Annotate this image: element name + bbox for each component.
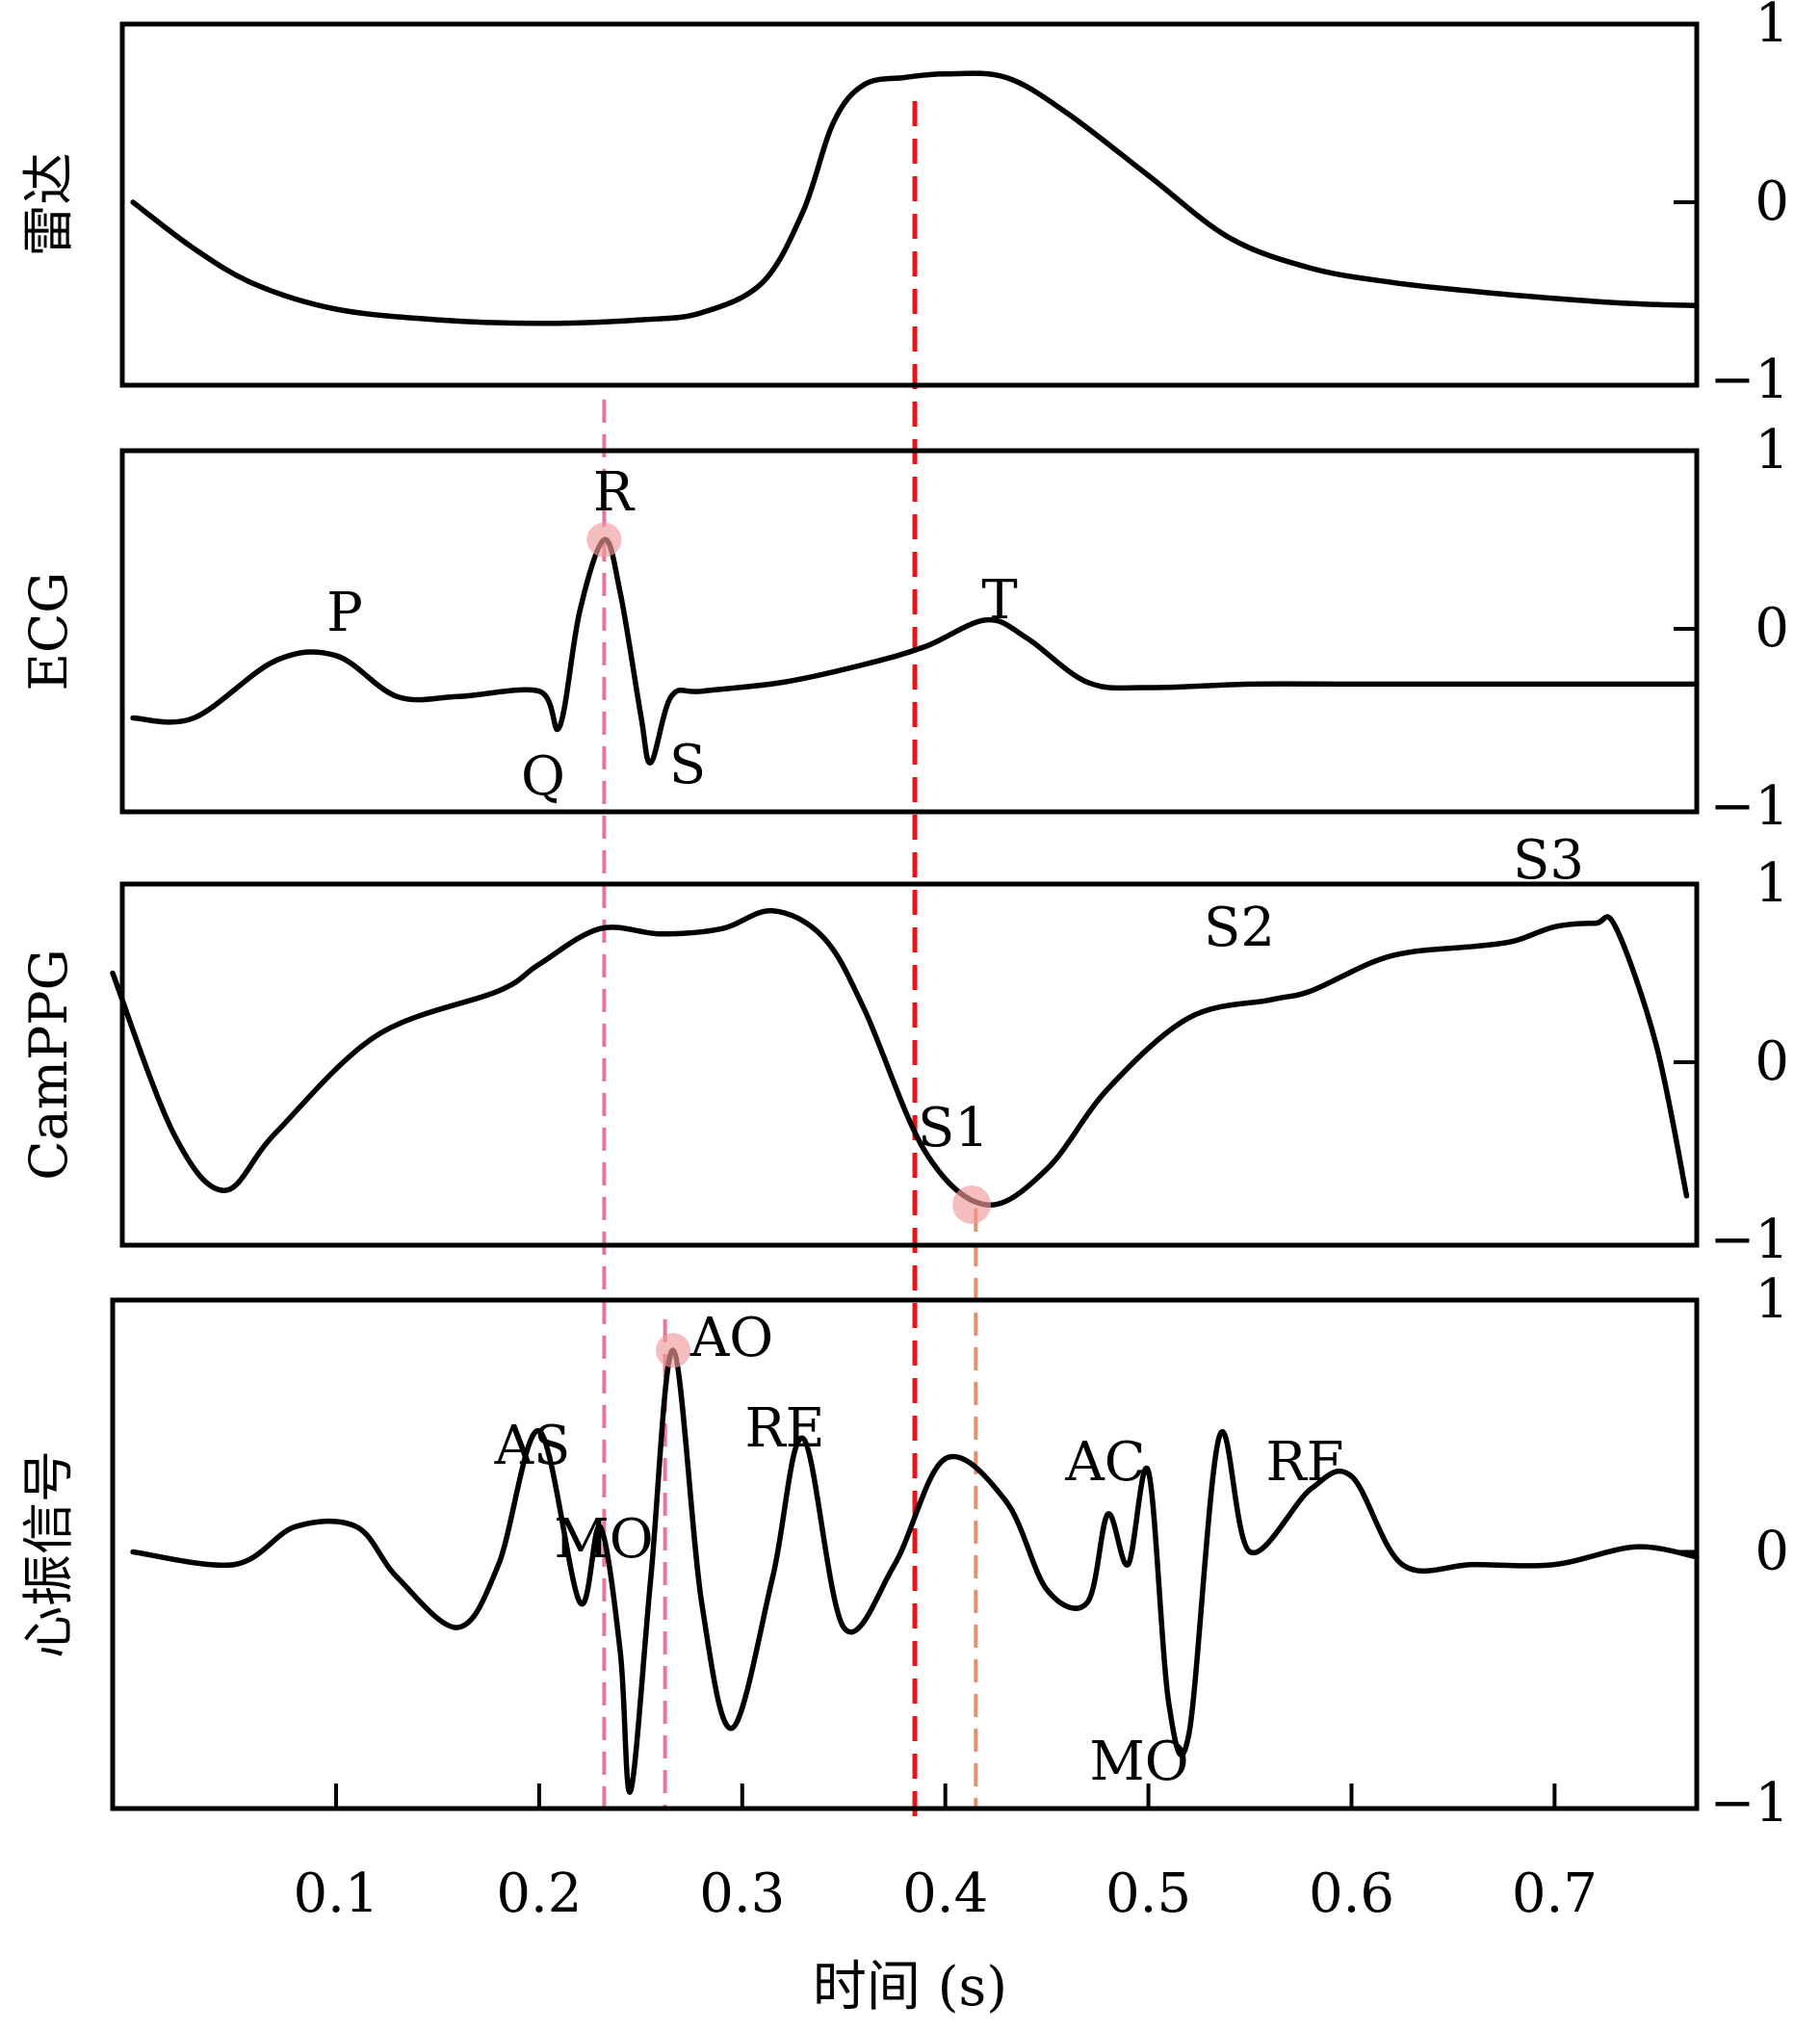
axis-ticks: 10−110−110−110−10.1 0.2 0.3 0.4 0.5 0.6 0.7 <box>293 0 1789 1925</box>
wave-labels: P R Q S T S1 S2 S3 AS MO AO RE AC RF MO <box>326 461 1584 1793</box>
panel-ecg: ECG <box>18 448 1700 815</box>
y-tick-label: 1 <box>1755 0 1789 55</box>
panel-camppg-frame <box>119 881 1700 1248</box>
y-tick-label: 1 <box>1755 1268 1789 1331</box>
x-tick-label: 0.1 <box>293 1862 378 1925</box>
panel-ecg-ylabel: ECG <box>18 572 79 691</box>
vibration-label-ao: AO <box>689 1307 773 1369</box>
vibration-label-ac: AC <box>1064 1431 1145 1494</box>
vibration-label-rf: RF <box>1265 1431 1343 1494</box>
radar-trace <box>130 70 1700 326</box>
y-tick-label: −1 <box>1709 349 1789 411</box>
panel-camppg-ylabel: CamPPG <box>18 949 79 1181</box>
vibration-label-re: RE <box>744 1397 824 1460</box>
panel-vibration: 心振信号 <box>18 1297 1700 1811</box>
ecg-label-r: R <box>593 461 636 524</box>
x-tick-label: 0.3 <box>699 1862 785 1925</box>
vibration-label-mo-left: MO <box>554 1508 653 1571</box>
vibration-trace <box>130 1347 1700 1795</box>
camppg-label-s2: S2 <box>1204 897 1275 959</box>
x-tick-label: 0.7 <box>1512 1862 1598 1925</box>
panel-vibration-ylabel: 心振信号 <box>18 1450 79 1658</box>
x-tick-label: 0.6 <box>1309 1862 1394 1925</box>
guide-lines <box>602 101 978 1825</box>
vibration-label-as: AS <box>494 1415 571 1477</box>
y-tick-label: −1 <box>1709 1772 1789 1835</box>
y-tick-label: −1 <box>1709 1209 1789 1271</box>
y-tick-label: 0 <box>1755 1030 1789 1093</box>
panel-vibration-frame <box>110 1297 1700 1811</box>
x-axis-label: 时间 (s) <box>813 1956 1007 2018</box>
panel-radar: 雷达 <box>18 21 1700 388</box>
y-tick-label: 1 <box>1755 419 1789 482</box>
x-tick-label: 0.4 <box>902 1862 988 1925</box>
marker-r-peak <box>586 522 622 558</box>
vibration-label-mo-right: MO <box>1089 1731 1188 1793</box>
camppg-label-s3: S3 <box>1513 829 1584 892</box>
panel-radar-ylabel: 雷达 <box>18 153 79 257</box>
y-tick-label: −1 <box>1709 775 1789 838</box>
highlight-markers <box>586 522 992 1368</box>
camppg-label-s1: S1 <box>918 1097 989 1159</box>
ecg-label-t: T <box>981 569 1017 632</box>
x-tick-label: 0.5 <box>1105 1862 1191 1925</box>
panel-radar-frame <box>119 21 1700 388</box>
ecg-trace <box>130 536 1700 766</box>
marker-ao <box>656 1333 691 1368</box>
panel-camppg: CamPPG <box>18 881 1700 1248</box>
panel-ecg-frame <box>119 448 1700 815</box>
ecg-label-q: Q <box>521 745 565 808</box>
ecg-label-p: P <box>326 582 363 644</box>
y-tick-label: 1 <box>1755 852 1789 915</box>
y-tick-label: 0 <box>1755 1521 1789 1583</box>
y-tick-label: 0 <box>1755 170 1789 233</box>
x-tick-label: 0.2 <box>496 1862 582 1925</box>
y-tick-label: 0 <box>1755 597 1789 660</box>
ecg-label-s: S <box>669 734 706 796</box>
marker-s1 <box>952 1185 992 1224</box>
camppg-trace <box>110 908 1690 1208</box>
